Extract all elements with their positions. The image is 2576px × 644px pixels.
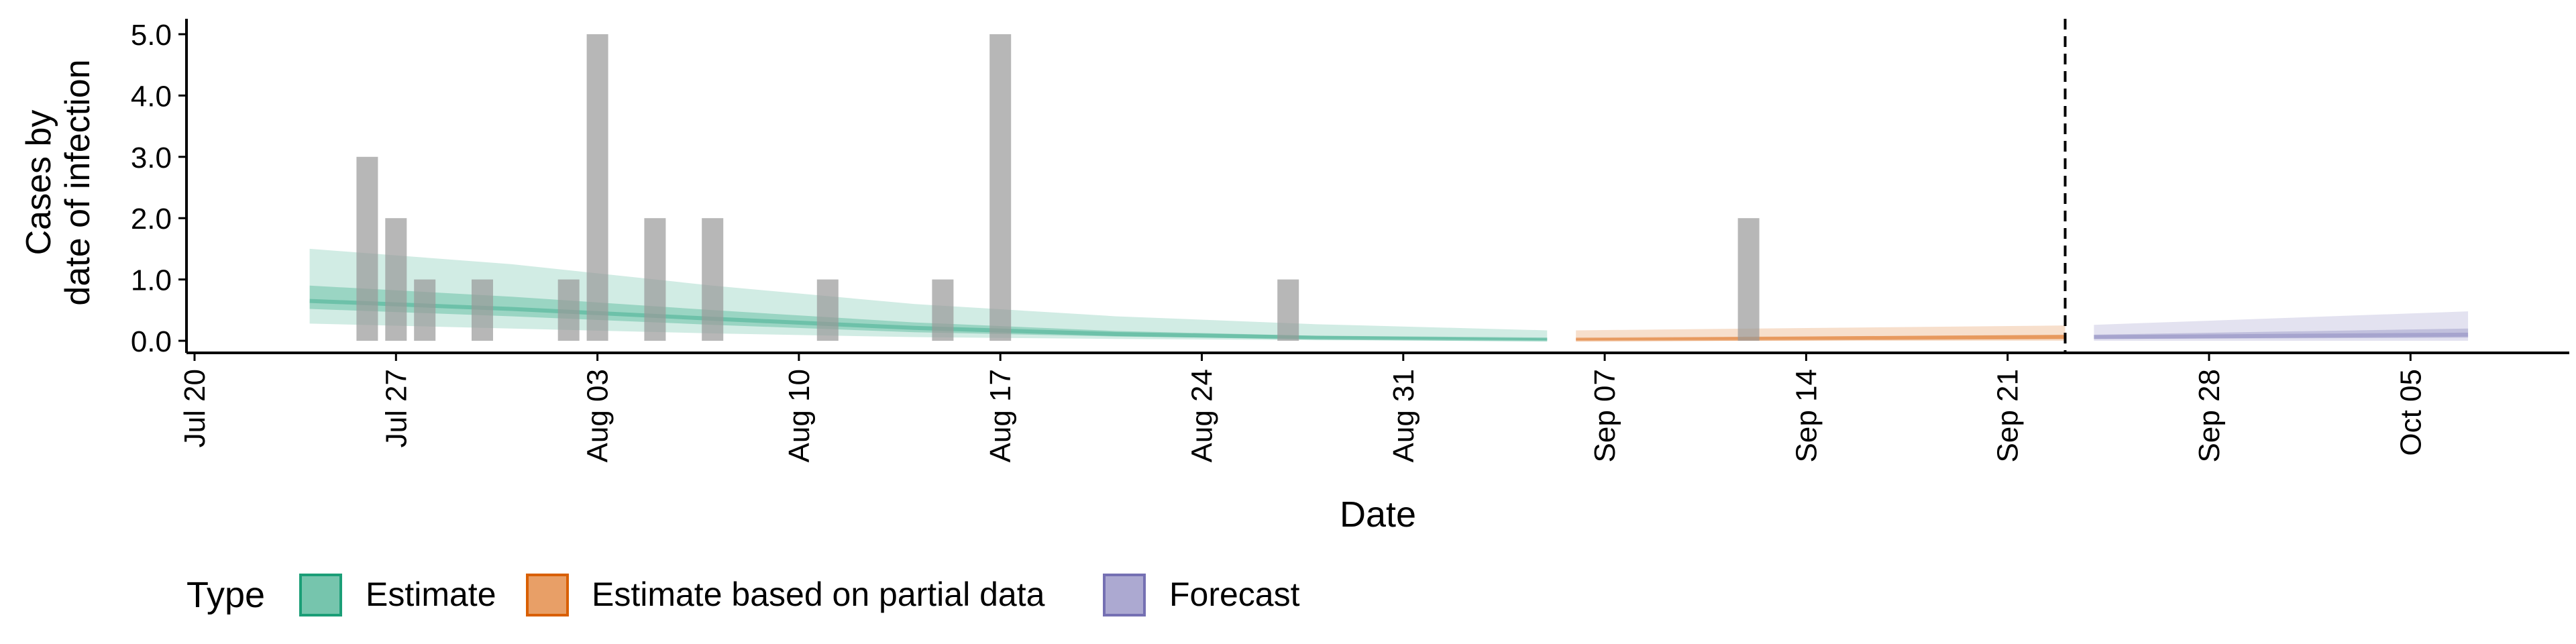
reported-case-bar — [702, 218, 724, 341]
x-tick-label: Aug 24 — [1186, 369, 1219, 462]
estimate-bands — [309, 248, 2469, 342]
y-tick-label: 3.0 — [131, 142, 172, 174]
x-tick-label: Sep 07 — [1589, 369, 1621, 462]
legend-title: Type — [186, 575, 265, 615]
reported-case-bar — [557, 279, 580, 341]
x-tick-label: Jul 20 — [178, 369, 211, 447]
reported-case-bar — [1277, 279, 1299, 341]
estimate-median-line — [309, 299, 1548, 342]
x-tick-label: Aug 17 — [984, 369, 1017, 462]
y-tick-label: 1.0 — [131, 264, 172, 297]
y-tick-label: 0.0 — [131, 325, 172, 358]
reported-case-bar — [385, 218, 407, 341]
reported-case-bar — [989, 34, 1012, 341]
x-tick-label: Sep 14 — [1790, 369, 1823, 462]
x-tick-label: Aug 10 — [783, 369, 816, 462]
y-tick-label: 2.0 — [131, 203, 172, 235]
reported-case-bar — [414, 279, 436, 341]
legend-key-estimate — [299, 574, 342, 616]
reported-case-bar — [472, 279, 493, 341]
y-ticks: 0.0 1.0 2.0 3.0 4.0 5.0 — [131, 19, 186, 358]
reported-case-bar — [586, 34, 608, 341]
y-axis-label-line1: Cases by — [19, 110, 58, 256]
x-tick-label: Sep 28 — [2193, 369, 2226, 462]
axes — [185, 19, 2569, 354]
legend-key-forecast — [1103, 574, 1146, 616]
x-tick-label: Jul 27 — [380, 369, 413, 447]
x-tick-label: Oct 05 — [2394, 369, 2427, 456]
legend-key-estimate-based-on-partial-data — [526, 574, 569, 616]
legend-label-estimate: Estimate — [366, 576, 496, 613]
reported-case-bar — [644, 218, 666, 341]
reported-case-bar — [932, 279, 954, 341]
x-tick-label: Aug 03 — [582, 369, 614, 462]
x-tick-label: Sep 21 — [1992, 369, 2025, 462]
reported-case-bar — [816, 279, 839, 341]
reported-case-bar — [1737, 218, 1760, 341]
estimate-band-50 — [309, 285, 1548, 341]
x-axis-label: Date — [1340, 494, 1416, 535]
x-ticks: Jul 20 Jul 27 Aug 03 Aug 10 Aug 17 Aug 24 Aug … — [178, 353, 2427, 462]
legend: Type Estimate Estimate based on partial da… — [186, 574, 1300, 616]
estimate-band-90 — [309, 248, 1548, 341]
forecast-band-90 — [2094, 311, 2469, 341]
reported-case-bar — [356, 156, 378, 341]
forecast-median-line — [2094, 332, 2469, 339]
legend-label-forecast: Forecast — [1169, 576, 1300, 613]
forecast-band-50 — [2094, 328, 2469, 339]
reported-case-bars — [356, 34, 1760, 341]
y-axis-label-line2: date of infection — [58, 59, 97, 305]
y-tick-label: 4.0 — [131, 80, 172, 113]
y-tick-label: 5.0 — [131, 19, 172, 52]
x-tick-label: Aug 31 — [1387, 369, 1420, 462]
estimate-based-on-partial-data-band-50 — [1576, 334, 2065, 341]
legend-label-estimate-based-on-partial-data: Estimate based on partial data — [592, 576, 1045, 613]
estimate-based-on-partial-data-median-line — [1576, 335, 2065, 342]
estimate-based-on-partial-data-band-90 — [1576, 325, 2065, 341]
